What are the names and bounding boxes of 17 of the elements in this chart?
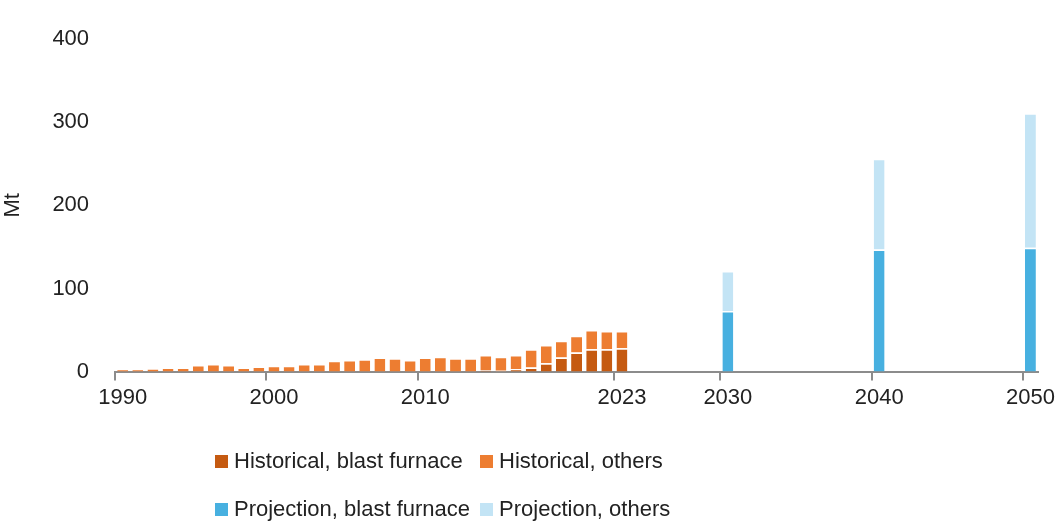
legend-label: Historical, blast furnace xyxy=(234,448,463,474)
legend-label: Historical, others xyxy=(499,448,663,474)
x-tick-label: 2000 xyxy=(249,383,299,409)
x-tick-label: 2030 xyxy=(703,383,753,409)
y-axis-title: Mt xyxy=(0,193,25,218)
legend-label: Projection, blast furnace xyxy=(234,496,471,522)
x-tick-label: 1990 xyxy=(98,383,148,409)
legend-label: Projection, others xyxy=(499,496,671,522)
y-tick-label: 200 xyxy=(52,191,90,217)
x-tick-label: 2050 xyxy=(1005,383,1055,409)
x-tick-label: 2010 xyxy=(400,383,450,409)
y-tick-label: 400 xyxy=(52,25,90,51)
x-tick-label: 2023 xyxy=(597,383,647,409)
x-tick-label: 2040 xyxy=(854,383,904,409)
y-tick-label: 300 xyxy=(52,108,90,134)
y-tick-label: 100 xyxy=(52,274,90,300)
y-tick-label: 0 xyxy=(76,357,90,383)
